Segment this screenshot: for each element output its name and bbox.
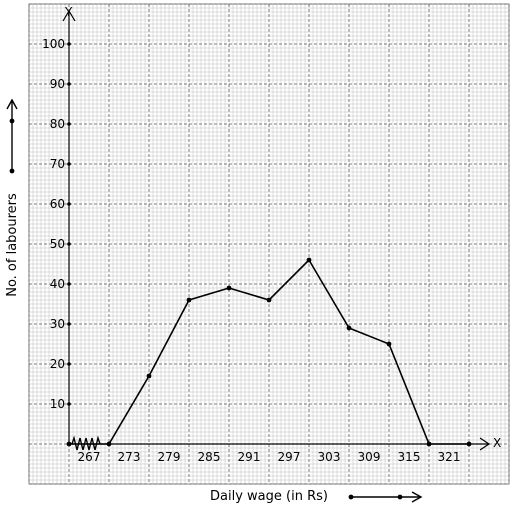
data-point: [266, 297, 272, 303]
y-tick-dot: [67, 122, 71, 126]
y-tick-dot: [67, 242, 71, 246]
x-direction-arrowhead: [411, 491, 423, 503]
x-tick-label: 279: [158, 450, 181, 464]
y-direction-dot: [9, 168, 15, 174]
y-axis-label: No. of labourers: [5, 193, 20, 297]
x-tick-label: 321: [438, 450, 461, 464]
y-tick-dot: [67, 42, 71, 46]
x-tick-label: 273: [118, 450, 141, 464]
x-direction-dot: [397, 494, 403, 500]
data-point: [66, 441, 72, 447]
series-line: [66, 257, 472, 447]
direction-arrows: [6, 98, 423, 503]
y-tick-label: 100: [42, 37, 65, 51]
y-tick-label: 50: [50, 237, 65, 251]
data-point: [466, 441, 472, 447]
y-tick-label: 90: [50, 77, 65, 91]
data-point: [106, 441, 112, 447]
y-tick-label: 70: [50, 157, 65, 171]
y-tick-label: 60: [50, 197, 65, 211]
data-point: [146, 373, 152, 379]
data-point: [186, 297, 192, 303]
y-direction-dot: [9, 118, 15, 124]
data-point: [306, 257, 312, 263]
y-tick-dot: [67, 282, 71, 286]
y-tick-label: 20: [50, 357, 65, 371]
data-point: [426, 441, 432, 447]
y-axis-letter: Y: [64, 5, 73, 19]
y-tick-dot: [67, 202, 71, 206]
x-tick-label: 297: [278, 450, 301, 464]
x-tick-label: 291: [238, 450, 261, 464]
y-tick-label: 40: [50, 277, 65, 291]
y-tick-label: 80: [50, 117, 65, 131]
data-point: [226, 285, 232, 291]
y-tick-dot: [67, 82, 71, 86]
x-tick-label: 303: [318, 450, 341, 464]
data-point: [386, 341, 392, 347]
x-direction-dot: [348, 494, 354, 500]
x-axis-label: Daily wage (in Rs): [210, 489, 328, 504]
data-point: [346, 325, 352, 331]
x-axis-letter: X: [493, 436, 501, 450]
y-tick-dot: [67, 402, 71, 406]
graph-paper-grid: [28, 3, 510, 485]
x-tick-label: 267: [78, 450, 101, 464]
grid-border: [28, 3, 510, 485]
y-tick-label: 10: [50, 397, 65, 411]
x-axis-break: [71, 435, 101, 451]
y-direction-arrowhead: [6, 98, 18, 110]
y-tick-label: 30: [50, 317, 65, 331]
tick-labels: 10 20 30 40 50 60 70 80 90 100 267 273 279 285 291 297 3…: [42, 37, 460, 464]
x-axis-arrow: [479, 437, 491, 451]
x-tick-label: 309: [358, 450, 381, 464]
y-tick-dot: [67, 362, 71, 366]
y-tick-dot: [67, 322, 71, 326]
x-tick-label: 285: [198, 450, 221, 464]
x-tick-label: 315: [398, 450, 421, 464]
y-tick-dot: [67, 162, 71, 166]
y-axis-arrow: [62, 9, 76, 22]
